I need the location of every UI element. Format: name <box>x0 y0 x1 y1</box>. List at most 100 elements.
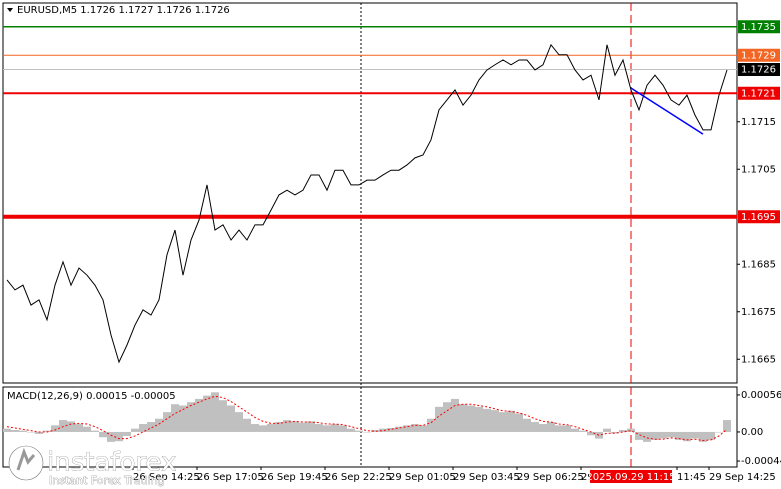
macd-bar <box>587 431 595 436</box>
x-tick-label: 29 Sep 01:05 <box>389 472 456 483</box>
macd-bar <box>379 428 387 432</box>
macd-bar <box>115 431 123 442</box>
macd-bar <box>195 398 203 432</box>
macd-bar <box>515 413 523 432</box>
level-label: 1.1735 <box>741 22 776 33</box>
macd-bar <box>483 408 491 432</box>
level-label-box <box>738 86 780 100</box>
macd-bar <box>99 431 107 438</box>
macd-bar <box>699 431 707 442</box>
macd-bar <box>387 427 395 432</box>
macd-bar <box>659 431 667 439</box>
logo-mark <box>16 447 36 471</box>
macd-bar <box>35 431 43 434</box>
macd-bar <box>691 431 699 439</box>
macd-bar <box>283 420 291 432</box>
macd-bar <box>123 431 131 436</box>
macd-bar <box>675 431 683 440</box>
macd-bar <box>227 405 235 432</box>
macd-bar <box>651 431 659 440</box>
x-tick-label: 29 Sep 06:25 <box>517 472 584 483</box>
macd-bar <box>395 426 403 432</box>
y-tick-label: 0.00 <box>741 427 763 438</box>
macd-panel <box>2 386 738 468</box>
macd-bar <box>667 431 675 438</box>
x-tick-label: 26 Sep 14:25 <box>133 472 200 483</box>
level-label-box <box>738 48 780 62</box>
macd-bar <box>627 428 635 432</box>
price-line <box>6 43 728 364</box>
macd-bar <box>291 421 299 432</box>
level-label-box <box>738 20 780 34</box>
macd-bar <box>643 431 651 442</box>
x-tick-label: 11:45 <box>677 472 706 483</box>
x-tick-label: 29 <box>581 472 594 483</box>
macd-bar <box>619 429 627 432</box>
cursor-label: 2025.09.29 11:15 <box>586 472 675 483</box>
macd-bar <box>43 430 51 432</box>
x-tick-label: 29 Sep 03:45 <box>453 472 520 483</box>
price-panel <box>2 2 738 384</box>
macd-bar <box>555 425 563 432</box>
macd-bar <box>491 410 499 432</box>
macd-bar <box>267 424 275 432</box>
macd-bar <box>75 424 83 432</box>
macd-bar <box>539 424 547 432</box>
macd-bar <box>83 426 91 432</box>
x-tick-label: 26 Sep 17:05 <box>197 472 264 483</box>
macd-bar <box>219 400 227 432</box>
macd-bar <box>459 404 467 432</box>
level-label: 1.1729 <box>741 50 776 61</box>
macd-bar <box>19 430 27 432</box>
macd-bar <box>275 422 283 432</box>
x-tick-label: 26 Sep 22:25 <box>325 472 392 483</box>
macd-bar <box>467 405 475 432</box>
level-label: 1.1721 <box>741 88 776 99</box>
signal-line <box>6 395 728 442</box>
macd-bar <box>323 425 331 432</box>
macd-bar <box>603 428 611 432</box>
macd-bar <box>259 425 267 432</box>
macd-bar <box>243 418 251 432</box>
macd-bar <box>635 431 643 440</box>
macd-bar <box>251 424 259 432</box>
macd-bar <box>171 404 179 432</box>
macd-bar <box>91 430 99 432</box>
macd-bar <box>707 431 715 440</box>
macd-bar <box>347 428 355 432</box>
y-tick-label: 0.00056 <box>741 390 781 401</box>
macd-bar <box>451 398 459 432</box>
x-tick-label: 29 Sep 14:25 <box>709 472 776 483</box>
macd-bar <box>155 418 163 432</box>
logo <box>8 445 44 481</box>
macd-bar <box>499 412 507 432</box>
macd-bar <box>571 428 579 432</box>
macd-bar <box>355 430 363 432</box>
macd-bar <box>315 424 323 432</box>
macd-bar <box>107 431 115 442</box>
watermark-tagline: Instant Forex Trading <box>49 474 165 487</box>
watermark-brand: instaforex <box>47 448 176 478</box>
macd-bar <box>163 412 171 432</box>
macd-bar <box>139 424 147 432</box>
macd-bar <box>723 420 731 432</box>
y-tick-label: 1.1665 <box>741 354 776 365</box>
macd-bar <box>11 429 19 432</box>
y-tick-label: -0.00044 <box>741 456 781 467</box>
macd-bar <box>339 425 347 432</box>
macd-bar <box>419 425 427 432</box>
macd-bar <box>235 412 243 432</box>
y-tick-label: 1.1675 <box>741 307 776 318</box>
current-price-box <box>738 63 780 76</box>
macd-bar <box>595 431 603 439</box>
current-price-label: 1.1726 <box>741 65 776 76</box>
macd-bar <box>547 422 555 432</box>
macd-bar <box>403 425 411 432</box>
macd-bar <box>179 405 187 432</box>
level-label: 1.1695 <box>741 212 776 223</box>
macd-bar <box>59 420 67 432</box>
macd-bar <box>147 422 155 432</box>
y-tick-label: 1.1705 <box>741 164 776 175</box>
macd-bar <box>579 430 587 432</box>
